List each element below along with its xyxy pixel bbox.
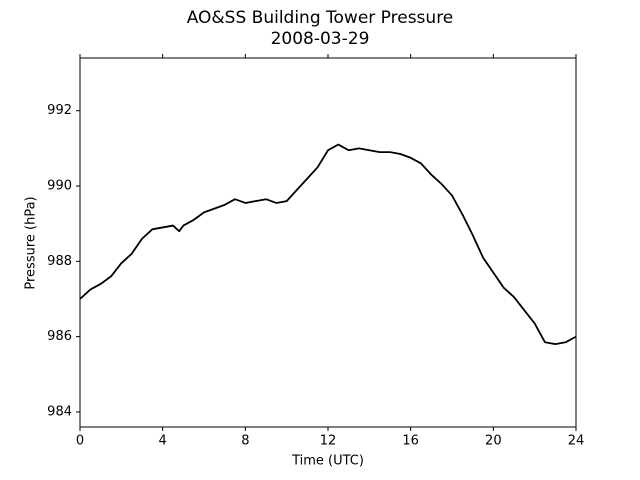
y-tick-label: 984: [47, 404, 72, 419]
x-tick-label: 8: [241, 434, 249, 449]
plot-frame: [79, 57, 577, 428]
x-tick-label: 24: [568, 434, 585, 449]
y-axis-label: Pressure (hPa): [24, 196, 39, 289]
x-tick-label: 4: [159, 434, 167, 449]
y-tick-label: 988: [47, 254, 72, 269]
y-tick-label: 992: [47, 103, 72, 118]
chart-title: AO&SS Building Tower Pressure: [187, 8, 454, 28]
x-tick-label: 0: [76, 434, 84, 449]
y-tick-label: 986: [47, 329, 72, 344]
x-tick-label: 20: [485, 434, 502, 449]
x-tick-label: 12: [320, 434, 337, 449]
y-tick-label: 990: [47, 179, 72, 194]
x-axis-label: Time (UTC): [291, 454, 364, 469]
chart-subtitle: 2008-03-29: [271, 29, 370, 49]
data-line: [79, 143, 577, 346]
x-tick-label: 16: [402, 434, 419, 449]
